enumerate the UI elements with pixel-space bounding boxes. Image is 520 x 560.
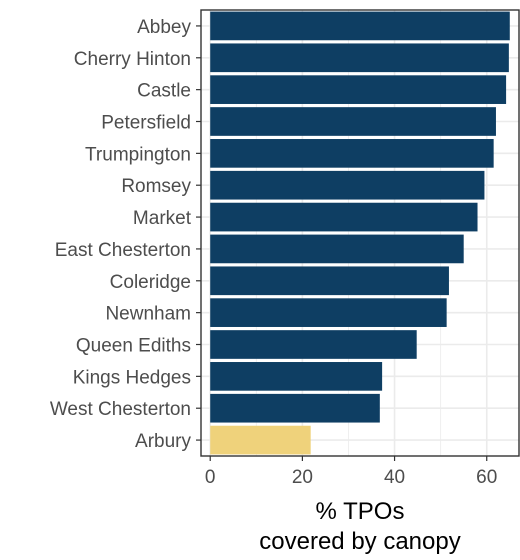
- category-label: Petersfield: [101, 113, 191, 134]
- bar-west-chesterton: [210, 393, 380, 423]
- category-label: Arbury: [135, 431, 191, 452]
- bar-east-chesterton: [210, 234, 464, 264]
- x-axis-title-line-2: covered by canopy: [259, 528, 460, 555]
- bar-abbey: [210, 11, 510, 41]
- bar-arbury: [210, 425, 311, 455]
- x-axis-title-line-1: % TPOs: [316, 498, 405, 525]
- category-label: Castle: [137, 81, 191, 102]
- category-label: Market: [133, 208, 192, 229]
- category-label: Kings Hedges: [73, 367, 191, 388]
- category-label: Cherry Hinton: [74, 49, 191, 70]
- bar-queen-ediths: [210, 330, 417, 359]
- category-label: Trumpington: [85, 144, 191, 165]
- value-axis: 0 20 40 60: [205, 456, 497, 488]
- bar-kings-hedges: [210, 362, 383, 391]
- category-label: East Chesterton: [55, 240, 191, 261]
- bar-castle: [210, 75, 507, 104]
- category-label: West Chesterton: [50, 399, 191, 420]
- category-label: Queen Ediths: [76, 336, 191, 357]
- x-tick-label: 20: [292, 467, 313, 488]
- category-label: Abbey: [137, 17, 191, 38]
- x-tick-label: 40: [384, 467, 405, 488]
- category-label: Romsey: [121, 176, 191, 197]
- bar-romsey: [210, 170, 485, 200]
- bar-trumpington: [210, 139, 494, 168]
- category-label: Newnham: [105, 304, 191, 325]
- bar-petersfield: [210, 107, 496, 136]
- bars: [210, 11, 510, 455]
- panel-border: [200, 9, 520, 457]
- category-label: Coleridge: [110, 272, 191, 293]
- bar-coleridge: [210, 266, 449, 296]
- category-axis: Abbey Cherry Hinton Castle Petersfield Trump…: [50, 17, 201, 452]
- x-tick-label: 0: [205, 467, 216, 488]
- bar-newnham: [210, 298, 447, 327]
- x-tick-label: 60: [476, 467, 497, 488]
- bar-cherry-hinton: [210, 43, 509, 73]
- bar-market: [210, 202, 478, 232]
